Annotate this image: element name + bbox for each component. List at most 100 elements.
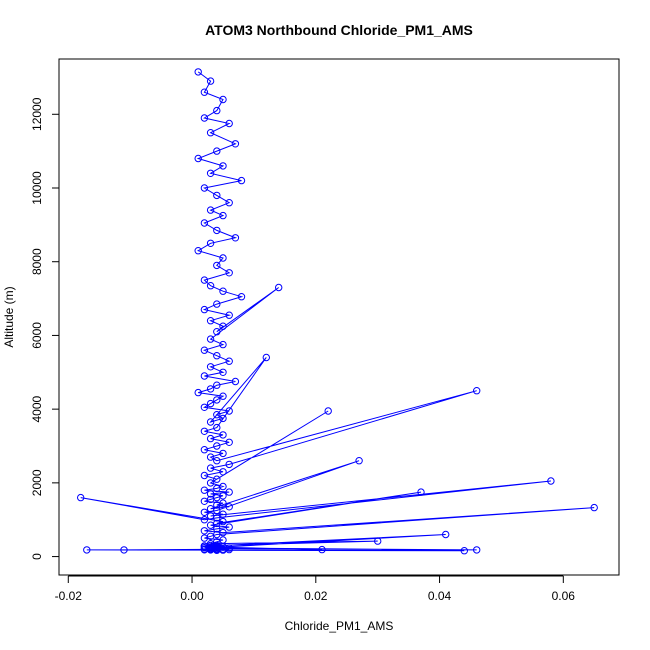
data-point (194, 68, 202, 76)
data-point (219, 414, 227, 423)
data-point (83, 546, 91, 554)
data-point (231, 234, 240, 242)
data-point (213, 352, 221, 360)
data-point (206, 434, 215, 443)
data-point (355, 457, 363, 465)
data-point (200, 486, 209, 494)
data-point (213, 381, 221, 389)
data-point (318, 545, 326, 554)
data-point (219, 510, 227, 518)
data-point (213, 226, 221, 235)
y-tick-label: 8000 (30, 248, 44, 275)
data-point (213, 300, 221, 308)
y-axis: 0 2000 4000 6000 8000 10000 12000 (30, 97, 60, 560)
data-point (225, 460, 233, 469)
data-point (200, 427, 209, 435)
data-point (206, 77, 215, 85)
data-point (213, 191, 221, 200)
data-point (213, 514, 221, 522)
data-point (213, 442, 221, 450)
data-point (231, 377, 240, 386)
y-tick-label: 2000 (30, 469, 44, 496)
data-point (374, 537, 382, 545)
data-point (262, 353, 270, 362)
data-point (219, 254, 227, 262)
data-point (200, 114, 209, 122)
data-point (200, 508, 209, 516)
data-point (200, 446, 209, 454)
data-point (213, 396, 221, 404)
x-tick-label: 0.04 (428, 589, 452, 603)
series-line (80, 71, 595, 552)
data-point (219, 162, 227, 170)
data-point (237, 176, 246, 185)
data-point (417, 488, 425, 496)
y-tick-label: 10000 (30, 171, 44, 205)
data-point (206, 129, 215, 137)
x-axis-label: Chloride_PM1_AMS (285, 619, 394, 633)
data-point (200, 497, 209, 505)
data-point (206, 479, 215, 487)
data-point (225, 269, 233, 277)
data-point (213, 423, 221, 432)
data-point (225, 119, 233, 128)
data-point (200, 527, 209, 535)
data-point (206, 453, 215, 461)
data-point (206, 317, 215, 325)
data-point (206, 363, 215, 371)
data-point (200, 88, 209, 96)
data-point (213, 475, 221, 483)
y-tick-label: 12000 (30, 97, 44, 131)
data-point (200, 471, 209, 480)
data-point (219, 322, 227, 330)
data-point (194, 247, 202, 255)
data-point (225, 199, 233, 207)
y-tick-label: 6000 (30, 322, 44, 349)
data-point (213, 328, 221, 336)
data-point (213, 147, 221, 155)
data-point (200, 346, 209, 354)
data-point (225, 438, 233, 446)
data-point (225, 503, 233, 511)
chart-title: ATOM3 Northbound Chloride_PM1_AMS (205, 22, 473, 38)
data-point (206, 521, 215, 529)
data-point (460, 547, 468, 555)
data-point (206, 385, 215, 393)
data-point (206, 464, 215, 472)
x-tick-label: -0.02 (55, 589, 83, 603)
data-point (194, 388, 202, 397)
data-point (200, 219, 209, 227)
data-point (206, 239, 215, 248)
data-point (213, 484, 221, 493)
x-tick-label: 0.00 (180, 589, 204, 603)
data-point (200, 372, 209, 380)
data-point (194, 154, 202, 163)
data-point (213, 261, 221, 270)
data-point (473, 546, 481, 554)
series-layer (77, 68, 598, 555)
data-point (225, 407, 233, 415)
x-tick-label: 0.02 (304, 589, 328, 603)
data-point (442, 530, 450, 539)
data-point (213, 525, 221, 533)
data-point (213, 411, 221, 419)
data-point (225, 357, 233, 365)
data-point (219, 449, 227, 458)
data-point (225, 488, 233, 496)
data-point (219, 368, 227, 376)
data-point (225, 523, 233, 531)
data-point (324, 407, 332, 415)
data-point (219, 392, 227, 400)
data-point (200, 276, 209, 284)
data-point (473, 387, 481, 395)
data-point (206, 335, 215, 343)
data-point (219, 340, 227, 349)
data-point (120, 546, 128, 554)
data-point (219, 95, 227, 104)
data-point (206, 418, 215, 426)
data-point (237, 293, 246, 301)
data-point (213, 501, 221, 509)
data-point (213, 457, 221, 465)
data-point (219, 468, 227, 476)
